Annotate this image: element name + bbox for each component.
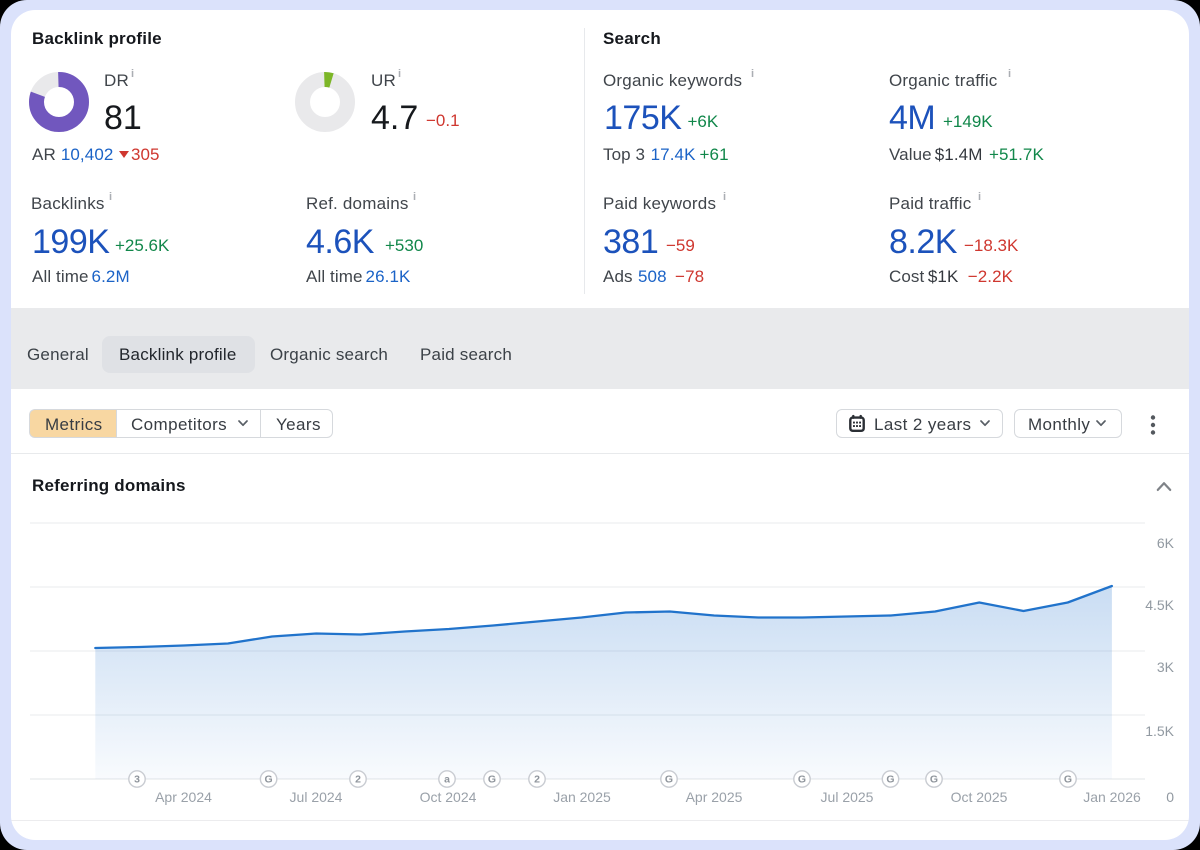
svg-text:4.5K: 4.5K	[1145, 597, 1174, 613]
svg-text:Jul 2025: Jul 2025	[821, 789, 874, 805]
svg-text:G: G	[488, 774, 496, 786]
svg-text:Apr 2025: Apr 2025	[686, 789, 743, 805]
svg-text:G: G	[886, 774, 894, 786]
svg-text:Apr 2024: Apr 2024	[155, 789, 212, 805]
svg-text:G: G	[665, 774, 673, 786]
svg-text:G: G	[930, 774, 938, 786]
svg-text:0: 0	[1166, 789, 1174, 805]
svg-text:2: 2	[355, 774, 361, 786]
svg-text:3: 3	[134, 774, 140, 786]
svg-text:1.5K: 1.5K	[1145, 723, 1174, 739]
svg-text:2: 2	[534, 774, 540, 786]
svg-text:Jan 2026: Jan 2026	[1083, 789, 1141, 805]
svg-text:Jul 2024: Jul 2024	[290, 789, 343, 805]
svg-text:Oct 2025: Oct 2025	[951, 789, 1008, 805]
svg-text:3K: 3K	[1157, 659, 1175, 675]
svg-text:G: G	[798, 774, 806, 786]
svg-text:6K: 6K	[1157, 535, 1175, 551]
svg-text:a: a	[444, 774, 450, 786]
svg-text:G: G	[265, 774, 273, 786]
svg-text:Oct 2024: Oct 2024	[420, 789, 477, 805]
svg-text:Jan 2025: Jan 2025	[553, 789, 611, 805]
svg-text:G: G	[1064, 774, 1072, 786]
